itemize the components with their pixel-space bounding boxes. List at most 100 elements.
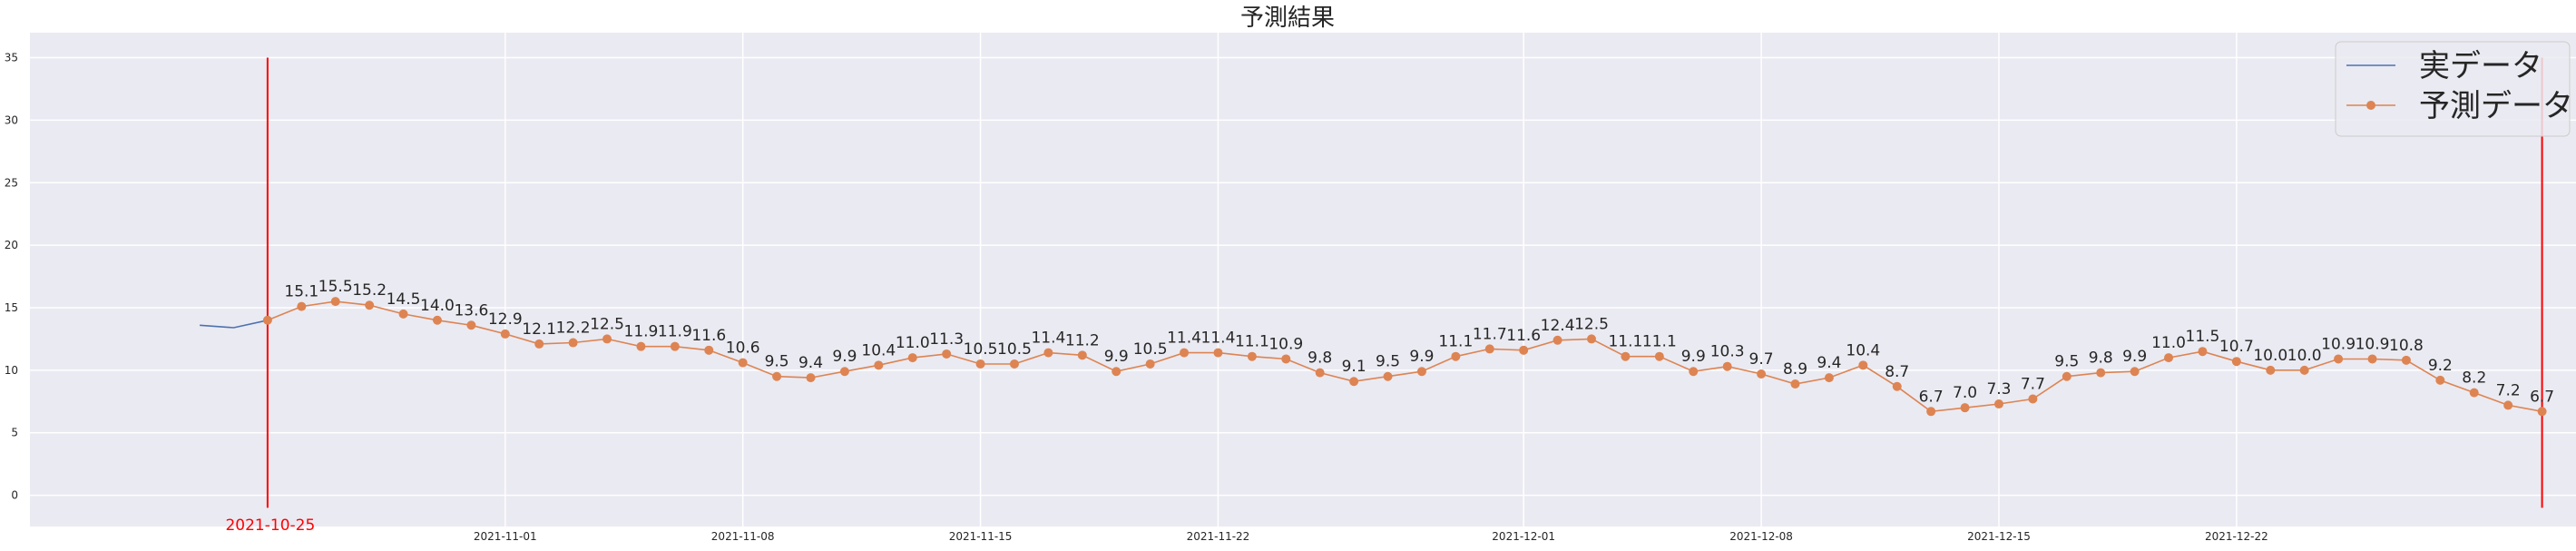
x-tick-label: 2021-12-15 — [1967, 530, 2031, 543]
data-label: 15.2 — [352, 281, 387, 300]
data-label: 10.9 — [2356, 335, 2390, 353]
data-point — [568, 338, 578, 348]
y-tick-label: 35 — [5, 52, 18, 64]
data-label: 15.5 — [318, 278, 353, 296]
legend-label: 予測データ — [2419, 88, 2573, 124]
data-point — [1824, 373, 1834, 383]
data-label: 13.6 — [454, 301, 488, 320]
data-point — [1587, 334, 1597, 344]
data-label: 8.2 — [2462, 369, 2486, 388]
data-point — [398, 309, 408, 319]
data-point — [2299, 365, 2309, 375]
data-point — [772, 371, 782, 381]
data-label: 9.5 — [765, 353, 789, 371]
legend-marker — [2366, 101, 2375, 110]
series-line — [267, 300, 2542, 413]
data-point — [262, 315, 272, 325]
data-point — [2537, 407, 2547, 417]
data-label: 12.2 — [556, 320, 591, 338]
data-label: 7.3 — [1986, 380, 2011, 398]
data-point — [874, 360, 884, 370]
data-label: 9.4 — [1817, 354, 1841, 372]
data-point — [704, 345, 714, 355]
data-label: 10.9 — [2321, 335, 2356, 353]
data-point — [2198, 347, 2208, 357]
data-point — [1349, 377, 1359, 387]
y-tick-label: 20 — [5, 239, 18, 251]
data-label: 14.0 — [420, 297, 455, 315]
data-point — [2503, 400, 2513, 410]
data-label: 11.9 — [624, 323, 659, 341]
data-point — [1484, 344, 1494, 354]
legend-label: 実データ — [2419, 48, 2542, 84]
data-label: 10.9 — [1268, 335, 1303, 353]
data-point — [1757, 369, 1767, 379]
data-point — [1112, 367, 1121, 377]
y-tick-label: 15 — [5, 301, 18, 314]
data-label: 11.1 — [1438, 333, 1473, 351]
data-point — [1993, 399, 2003, 409]
data-point — [975, 359, 985, 369]
data-point — [1009, 359, 1019, 369]
data-point — [432, 315, 442, 325]
data-label: 11.5 — [2186, 328, 2220, 346]
data-point — [942, 349, 952, 359]
data-point — [1416, 367, 1426, 377]
data-point — [2367, 354, 2377, 364]
data-point — [1960, 403, 1970, 413]
data-label: 10.4 — [1846, 341, 1880, 359]
data-label: 12.4 — [1541, 317, 1575, 335]
data-point — [1315, 368, 1325, 378]
data-label: 11.6 — [691, 327, 726, 345]
data-point — [1383, 371, 1393, 381]
data-label: 9.5 — [1376, 353, 1400, 371]
x-tick-label: 2021-12-01 — [1492, 530, 1555, 543]
data-label: 11.2 — [1065, 331, 1100, 349]
data-label: 10.5 — [997, 340, 1032, 359]
data-point — [1281, 354, 1291, 364]
data-point — [1858, 360, 1868, 370]
data-label: 7.2 — [2496, 381, 2521, 399]
data-label: 10.8 — [2389, 337, 2424, 355]
data-point — [1519, 345, 1529, 355]
data-point — [2435, 375, 2445, 385]
data-point — [365, 300, 375, 310]
data-label: 11.1 — [1235, 333, 1269, 351]
data-point — [2266, 365, 2276, 375]
data-point — [500, 329, 510, 339]
data-label: 11.9 — [658, 323, 692, 341]
data-label: 11.1 — [1642, 333, 1677, 351]
data-point — [1621, 351, 1631, 361]
data-label: 10.7 — [2219, 338, 2254, 356]
data-label: 10.5 — [964, 340, 998, 359]
data-label: 9.4 — [798, 354, 823, 372]
data-label: 9.8 — [1308, 349, 1332, 368]
data-label: 11.0 — [896, 334, 930, 352]
data-point — [2164, 353, 2174, 363]
data-point — [1213, 348, 1223, 358]
data-label: 12.5 — [590, 315, 624, 333]
data-label: 12.9 — [488, 310, 523, 329]
vertical-marker-label: 2021-10-25 — [225, 517, 315, 535]
x-tick-label: 2021-11-01 — [474, 530, 537, 543]
data-label: 10.3 — [1710, 343, 1745, 361]
data-point — [636, 341, 646, 351]
data-label: 11.4 — [1031, 330, 1065, 348]
data-point — [330, 297, 340, 307]
chart-title: 予測結果 — [1240, 5, 1335, 32]
data-point — [466, 320, 476, 330]
data-label: 8.9 — [1783, 360, 1807, 379]
data-point — [1145, 359, 1155, 369]
data-point — [2096, 368, 2106, 378]
data-label: 6.7 — [2530, 388, 2554, 406]
y-tick-label: 5 — [11, 427, 18, 439]
data-label: 9.9 — [1409, 348, 1434, 366]
data-point — [2401, 355, 2411, 365]
data-label: 9.8 — [2089, 349, 2113, 368]
data-point — [2469, 388, 2479, 398]
data-point — [1043, 348, 1053, 358]
data-point — [1180, 348, 1190, 358]
data-label: 7.0 — [1953, 384, 1977, 402]
y-tick-label: 25 — [5, 176, 18, 189]
